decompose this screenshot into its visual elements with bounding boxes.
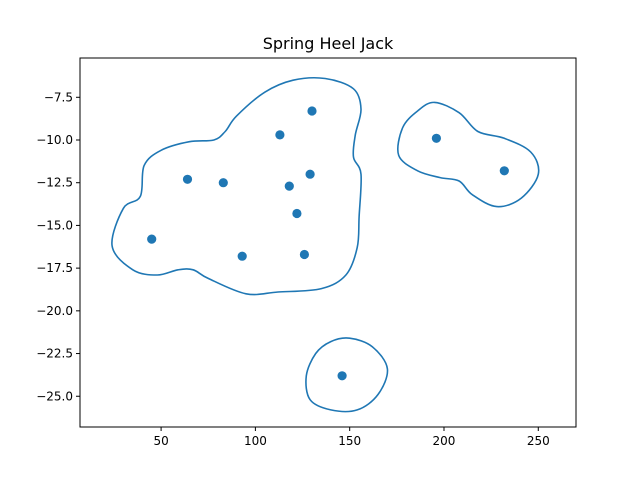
y-tick-label: −12.5	[36, 176, 73, 190]
data-point-8	[147, 234, 157, 244]
contour-3	[305, 337, 389, 413]
x-tick-label: 200	[433, 434, 456, 448]
data-point-10	[299, 249, 309, 260]
data-point-9	[237, 251, 247, 261]
x-tick-label: 50	[153, 434, 168, 448]
data-point-7	[292, 208, 302, 219]
x-tick-label: 100	[244, 434, 267, 448]
y-tick-label: −10.0	[36, 133, 73, 147]
x-tick-label: 250	[527, 434, 550, 448]
y-tick-label: −20.0	[36, 304, 73, 318]
data-point-1	[307, 106, 317, 116]
y-tick-label: −7.5	[44, 90, 73, 104]
plot-frame	[79, 57, 577, 428]
y-tick-label: −17.5	[36, 261, 73, 275]
data-point-4	[218, 178, 228, 188]
x-axis-ticks: 50 100 150 200 250	[153, 427, 550, 448]
contour-1	[111, 77, 363, 296]
contour-2	[397, 101, 540, 208]
x-tick-label: 150	[338, 434, 361, 448]
data-point-6	[305, 169, 315, 179]
data-point-5	[284, 181, 294, 191]
y-axis-ticks: −7.5 −10.0 −12.5 −15.0 −17.5 −20.0 −22.5 −25.0	[36, 90, 80, 403]
data-point-3	[182, 174, 193, 184]
y-tick-label: −22.5	[36, 347, 73, 361]
y-tick-label: −15.0	[36, 218, 73, 232]
data-point-2	[275, 130, 285, 140]
y-tick-label: −25.0	[36, 389, 73, 403]
data-point-11	[431, 133, 441, 143]
data-point-13	[337, 371, 347, 381]
data-point-12	[499, 166, 509, 176]
contour-layer	[111, 77, 540, 413]
point-layer	[147, 106, 509, 381]
chart-title: Spring Heel Jack	[263, 34, 394, 53]
